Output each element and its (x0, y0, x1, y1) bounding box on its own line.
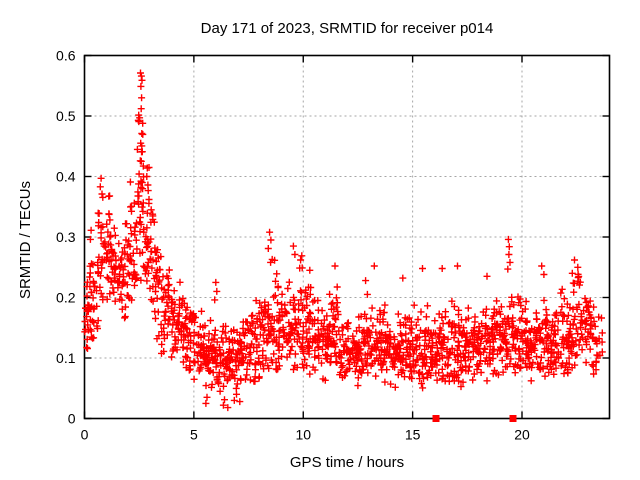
gridlines (84, 55, 610, 419)
y-tick-label: 0.4 (56, 169, 76, 185)
data-points (81, 69, 606, 412)
zero-value-markers (432, 415, 517, 422)
x-tick-label: 20 (514, 427, 530, 443)
zero-flag-square (509, 415, 517, 422)
x-tick-label: 5 (190, 427, 198, 443)
y-tick-label: 0 (68, 411, 76, 427)
y-tick-label: 0.3 (56, 229, 76, 245)
axis-ticks (83, 54, 610, 420)
x-axis-label: GPS time / hours (290, 454, 404, 471)
x-tick-label: 10 (295, 427, 311, 443)
x-tick-label: 15 (405, 427, 421, 443)
tick-labels: 0 5 10 15 20 0 0.1 0.2 0.3 0.4 0.5 0.6 (56, 48, 530, 443)
chart-title: Day 171 of 2023, SRMTID for receiver p01… (201, 20, 494, 37)
y-axis-label: SRMTID / TECUs (17, 181, 34, 299)
y-tick-label: 0.1 (56, 350, 76, 366)
y-tick-label: 0.5 (56, 108, 76, 124)
x-tick-label: 0 (81, 427, 89, 443)
y-tick-label: 0.6 (56, 48, 76, 64)
y-tick-label: 0.2 (56, 290, 76, 306)
zero-flag-square (432, 415, 440, 422)
